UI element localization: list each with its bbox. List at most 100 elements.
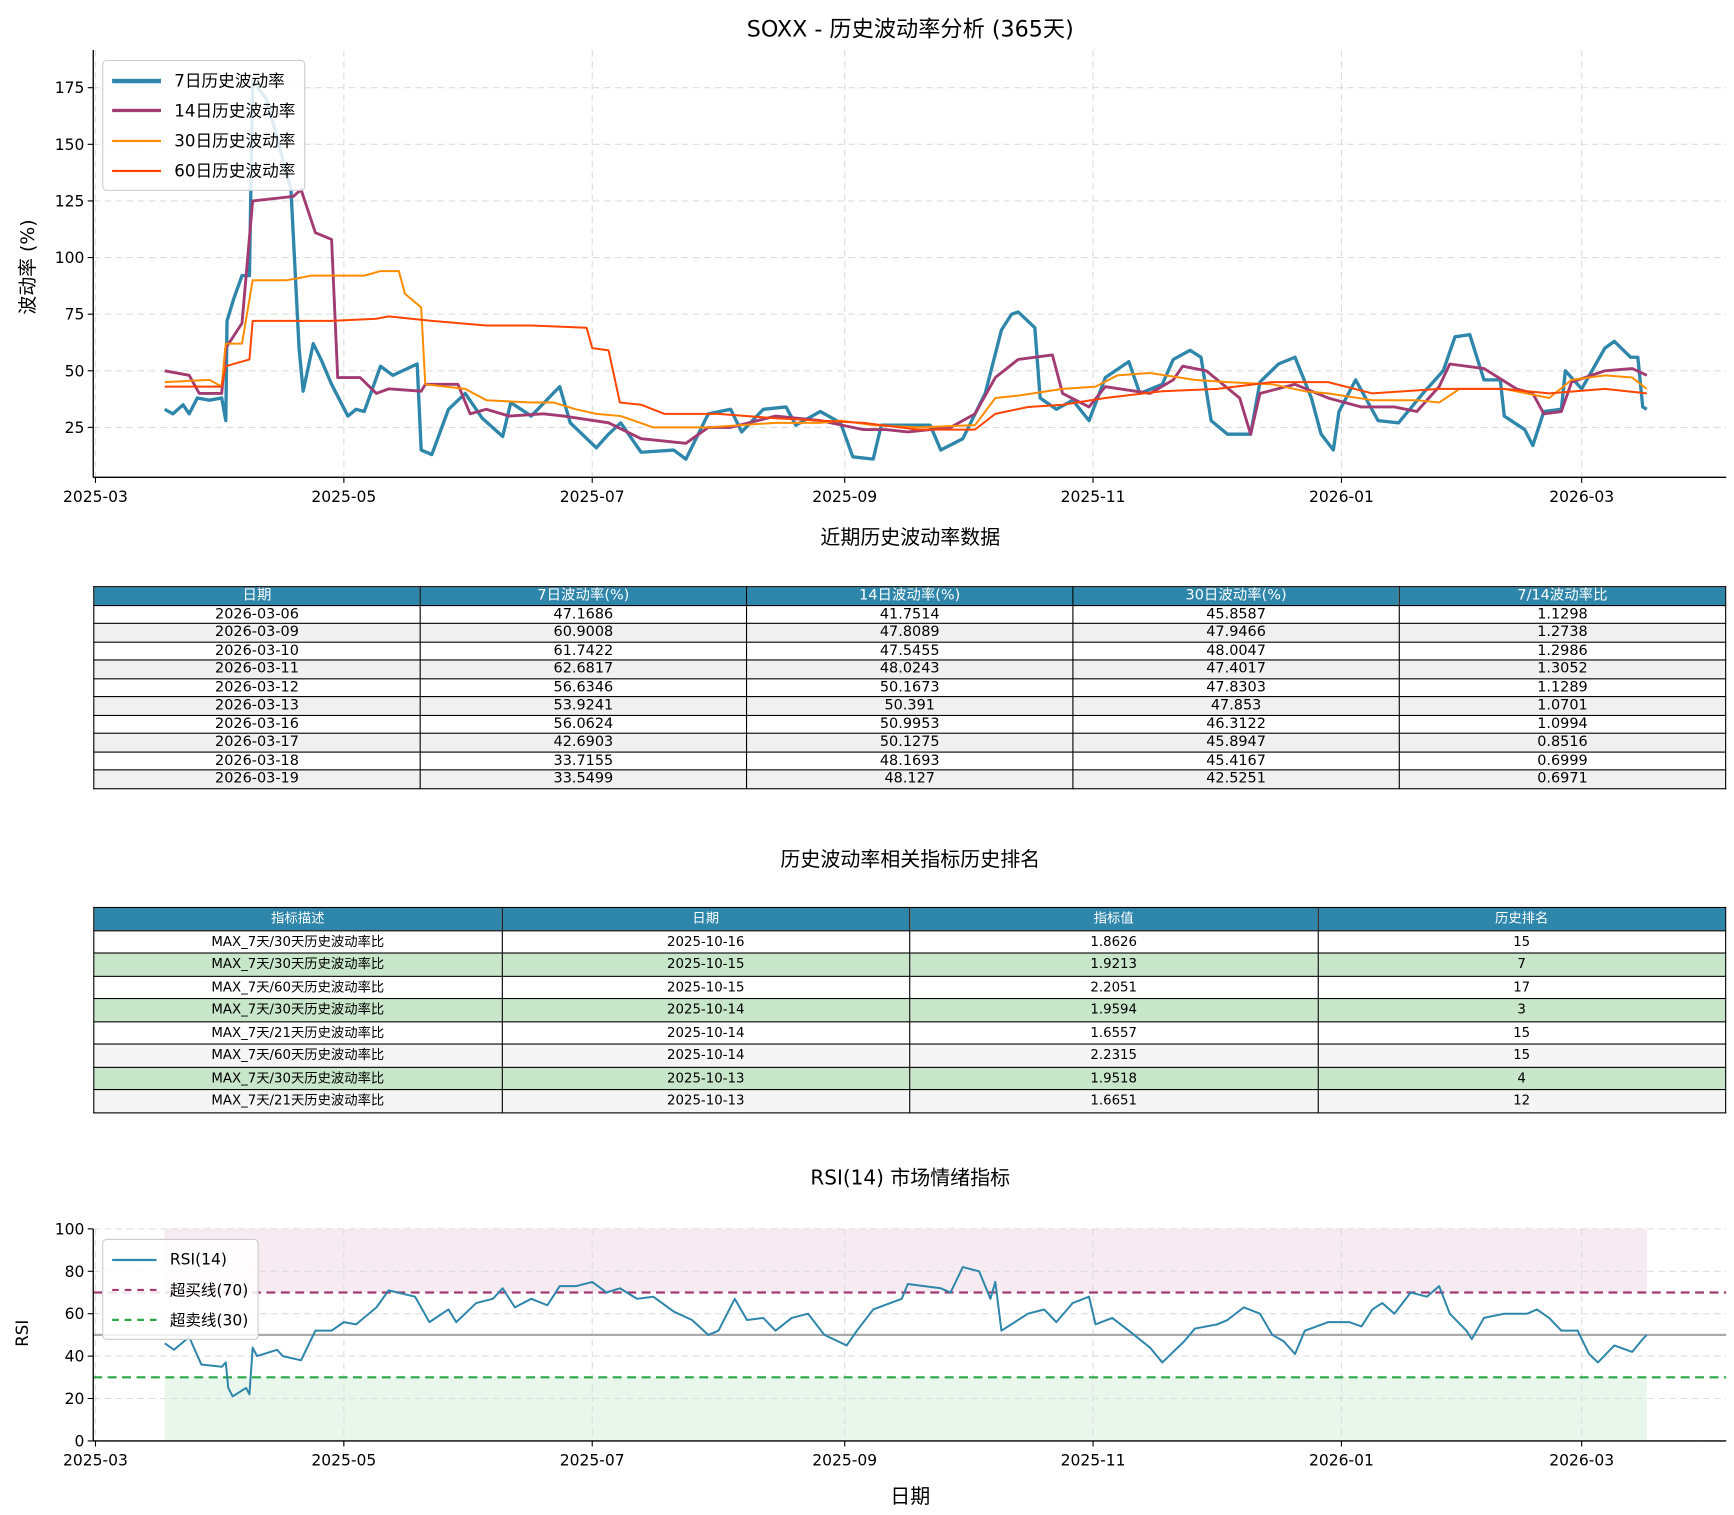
recent-volatility-cell: 45.4167	[1072, 750, 1400, 771]
recent-volatility-cell: 2026-03-18	[93, 750, 421, 771]
ranking-header-cell: 指标描述	[93, 906, 503, 931]
rsi-x-tick-label: 2026-01	[1309, 1451, 1374, 1469]
table-row: 2026-03-18 33.7155 48.1693 45.4167 0.6999	[93, 750, 1727, 771]
recent-volatility-cell: 1.0701	[1398, 696, 1727, 716]
ranking-cell: 2025-10-13	[501, 1089, 911, 1113]
recent-volatility-cell: 1.2738	[1398, 622, 1727, 643]
ranking-table: 指标描述 日期 指标值 历史排名 MAX_7天/30天历史波动率比 2025-10-16 1…	[93, 906, 1727, 1113]
recent-volatility-cell: 0.8516	[1398, 732, 1727, 753]
ranking-cell: MAX_7天/30天历史波动率比	[93, 929, 503, 954]
recent-volatility-header-cell: 30日波动率(%)	[1072, 586, 1400, 606]
recent-volatility-cell: 56.6346	[419, 677, 748, 698]
rsi-chart-title: RSI(14) 市场情绪指标	[810, 1166, 1011, 1191]
legend-item-14d: 14日历史波动率	[112, 95, 295, 125]
ranking-cell: 15	[1317, 1020, 1727, 1045]
rsi-series-line	[164, 1266, 1648, 1398]
legend-label-oversold: 超卖线(30)	[169, 1311, 249, 1330]
recent-volatility-cell: 0.6999	[1398, 750, 1727, 771]
rsi-y-tick-label: 80	[65, 1263, 85, 1281]
legend-swatch-30d	[112, 139, 161, 142]
ranking-cell: 2025-10-16	[501, 929, 911, 954]
volatility-y-tick-label: 125	[55, 192, 85, 210]
recent-volatility-cell: 1.1289	[1398, 677, 1727, 698]
ranking-cell: 1.6651	[909, 1089, 1319, 1113]
ranking-cell: 3	[1317, 997, 1727, 1022]
recent-volatility-cell: 47.9466	[1072, 622, 1400, 643]
ranking-cell: MAX_7天/30天历史波动率比	[93, 997, 503, 1022]
volatility-y-tick-label: 100	[55, 249, 85, 267]
legend-swatch-rsi	[112, 1258, 157, 1261]
recent-volatility-cell: 48.0047	[1072, 641, 1400, 661]
table-row: MAX_7天/21天历史波动率比 2025-10-14 1.6557 15	[93, 1020, 1727, 1045]
recent-volatility-cell: 48.127	[745, 769, 1074, 789]
recent-volatility-cell: 61.7422	[419, 641, 748, 661]
volatility-x-tick-label: 2025-09	[812, 488, 877, 506]
legend-swatch-14d	[112, 108, 161, 113]
recent-volatility-header-row: 日期 7日波动率(%) 14日波动率(%) 30日波动率(%) 7/14波动率比	[93, 586, 1727, 606]
table-row: MAX_7天/21天历史波动率比 2025-10-13 1.6651 12	[93, 1089, 1727, 1113]
table-row: 2026-03-17 42.6903 50.1275 45.8947 0.8516	[93, 732, 1727, 753]
volatility-x-tick-label: 2025-11	[1061, 488, 1126, 506]
legend-swatch-oversold	[112, 1318, 157, 1321]
ranking-table-title: 历史波动率相关指标历史排名	[780, 848, 1041, 872]
legend-item-oversold: 超卖线(30)	[112, 1304, 248, 1334]
ranking-cell: 7	[1317, 952, 1727, 977]
ranking-cell: 2025-10-15	[501, 952, 911, 977]
recent-volatility-header-cell: 7日波动率(%)	[419, 586, 748, 606]
ranking-header-row: 指标描述 日期 指标值 历史排名	[93, 906, 1727, 931]
ranking-cell: MAX_7天/21天历史波动率比	[93, 1089, 503, 1113]
recent-volatility-cell: 60.9008	[419, 622, 748, 643]
ranking-cell: 2.2315	[909, 1043, 1319, 1068]
recent-volatility-cell: 42.5251	[1072, 769, 1400, 789]
recent-volatility-cell: 45.8947	[1072, 732, 1400, 753]
table-row: 2026-03-16 56.0624 50.9953 46.3122 1.0994	[93, 714, 1727, 734]
rsi-x-tick-label: 2025-03	[63, 1451, 128, 1469]
volatility-x-tick-label: 2025-07	[560, 488, 625, 506]
recent-volatility-cell: 47.5455	[745, 641, 1074, 661]
table-row: 2026-03-10 61.7422 47.5455 48.0047 1.2986	[93, 641, 1727, 661]
table-row: MAX_7天/30天历史波动率比 2025-10-14 1.9594 3	[93, 997, 1727, 1022]
table-row: MAX_7天/30天历史波动率比 2025-10-16 1.8626 15	[93, 929, 1727, 954]
recent-volatility-cell: 2026-03-19	[93, 769, 421, 789]
recent-volatility-cell: 46.3122	[1072, 714, 1400, 734]
recent-volatility-cell: 33.5499	[419, 769, 748, 789]
volatility-y-tick-label: 150	[55, 136, 85, 154]
volatility-y-tick-label: 25	[65, 419, 85, 437]
legend-label-7d: 7日历史波动率	[174, 71, 285, 92]
rsi-y-tick-label: 20	[65, 1390, 85, 1408]
table-row: MAX_7天/60天历史波动率比 2025-10-15 2.2051 17	[93, 975, 1727, 1000]
recent-volatility-cell: 2026-03-11	[93, 659, 421, 679]
volatility-x-tick-label: 2025-03	[63, 488, 128, 506]
ranking-cell: 1.6557	[909, 1020, 1319, 1045]
recent-volatility-cell: 33.7155	[419, 750, 748, 771]
volatility-legend: 7日历史波动率 14日历史波动率 30日历史波动率 60日历史波动率	[102, 59, 306, 191]
rsi-x-tick-label: 2025-07	[560, 1451, 625, 1469]
legend-swatch-overbought	[112, 1288, 157, 1291]
ranking-cell: MAX_7天/60天历史波动率比	[93, 975, 503, 1000]
recent-volatility-cell: 1.0994	[1398, 714, 1727, 734]
legend-item-7d: 7日历史波动率	[112, 65, 295, 95]
rsi-x-tick-label: 2025-05	[311, 1451, 376, 1469]
legend-label-30d: 30日历史波动率	[174, 130, 296, 151]
ranking-cell: 15	[1317, 1043, 1727, 1068]
recent-volatility-cell: 2026-03-17	[93, 732, 421, 753]
table-row: 2026-03-09 60.9008 47.8089 47.9466 1.2738	[93, 622, 1727, 643]
table-row: 2026-03-19 33.5499 48.127 42.5251 0.6971	[93, 769, 1727, 789]
volatility-series-60d-line	[164, 315, 1647, 431]
ranking-cell: 2025-10-15	[501, 975, 911, 1000]
legend-label-14d: 14日历史波动率	[174, 101, 296, 122]
ranking-cell: 2025-10-14	[501, 997, 911, 1022]
recent-volatility-cell: 62.6817	[419, 659, 748, 679]
legend-item-60d: 60日历史波动率	[112, 155, 295, 185]
recent-volatility-table: 日期 7日波动率(%) 14日波动率(%) 30日波动率(%) 7/14波动率比 2026…	[93, 586, 1727, 789]
table-row: 2026-03-11 62.6817 48.0243 47.4017 1.3052	[93, 659, 1727, 679]
ranking-cell: 15	[1317, 929, 1727, 954]
recent-volatility-cell: 45.8587	[1072, 604, 1400, 624]
volatility-x-tick-label: 2025-05	[311, 488, 376, 506]
recent-volatility-header-cell: 7/14波动率比	[1398, 586, 1727, 606]
table-row: 2026-03-13 53.9241 50.391 47.853 1.0701	[93, 696, 1727, 716]
table-row: MAX_7天/30天历史波动率比 2025-10-13 1.9518 4	[93, 1066, 1727, 1091]
overbought-zone	[164, 1228, 1647, 1293]
volatility-series-14d-line	[164, 188, 1648, 445]
